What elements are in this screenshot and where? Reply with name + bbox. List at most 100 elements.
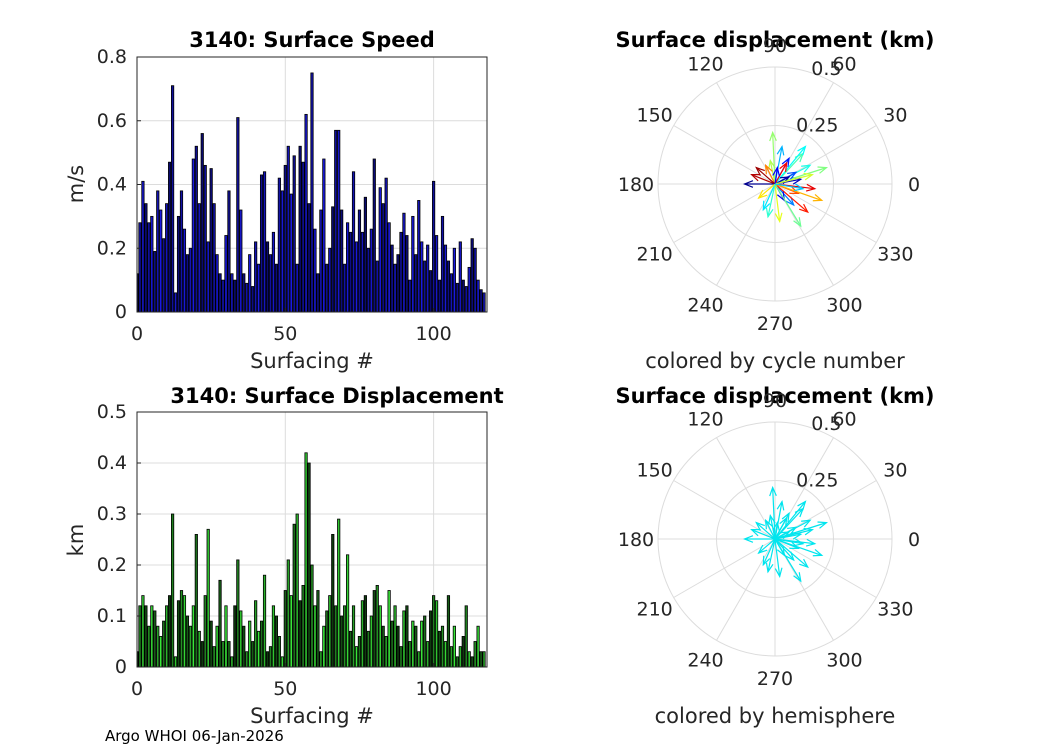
displacement-bar-87 <box>393 605 397 668</box>
speed-bar-40 <box>254 241 258 313</box>
displacement-bar-83 <box>381 625 385 668</box>
displacement-bar-73 <box>351 605 356 668</box>
displacement-ytick-label-2: 0.2 <box>97 554 127 576</box>
polar-hemisphere-angle-label-5: 150 <box>636 460 672 482</box>
polar-hemisphere-angle-label-9: 270 <box>757 668 793 690</box>
polar-hemisphere-arrow-25 <box>774 516 788 540</box>
displacement-ytick-label-1: 0.1 <box>97 605 127 627</box>
speed-bar-115 <box>476 279 480 313</box>
polar-hemisphere-arrow-26 <box>774 527 815 540</box>
polar-hemisphere-arrow-shaft-13 <box>765 520 776 540</box>
speed-bar-80 <box>372 158 376 313</box>
polar-cycle-arrow-shaft-23 <box>774 183 822 201</box>
displacement-bar-33 <box>233 605 237 668</box>
displacement-bar-67 <box>334 605 338 668</box>
polar-cycle-arrow-head-21 <box>793 217 802 228</box>
displacement-bar-27 <box>215 625 219 668</box>
displacement-bar-75 <box>357 636 362 668</box>
polar-hemisphere-arrow-21 <box>774 538 802 583</box>
displacement-bar-92 <box>408 641 412 668</box>
speed-bar-69 <box>340 209 344 313</box>
speed-bar-57 <box>304 113 308 313</box>
speed-bar-68 <box>337 129 341 313</box>
speed-ytick-label-2: 0.4 <box>97 174 127 196</box>
speed-bar-99 <box>429 270 433 313</box>
displacement-bar-34 <box>236 559 240 668</box>
displacement-bar-1 <box>138 605 142 668</box>
polar-cycle-arrow-25 <box>774 161 788 185</box>
speed-bar-93 <box>411 215 415 313</box>
displacement-bar-107 <box>452 625 456 668</box>
speed-ytick-label-0: 0 <box>115 301 127 323</box>
displacement-bar-13 <box>173 656 178 668</box>
polar-cycle-arrow-head-29 <box>794 183 805 192</box>
polar-cycle-ring-label-1: 0.5 <box>811 58 841 80</box>
polar-hemisphere-angle-label-10: 300 <box>826 649 862 671</box>
displacement-ytick-label-3: 0.3 <box>97 503 127 525</box>
polar-hemisphere-chart: Surface displacement (km) 0 30 60 90 120 150 1… <box>615 384 934 728</box>
displacement-bar-66 <box>331 534 335 668</box>
displacement-bar-42 <box>259 620 264 668</box>
polar-hemisphere-arrow-head-23 <box>812 549 824 557</box>
polar-cycle-arrow-shaft-3 <box>769 160 776 185</box>
speed-bar-112 <box>467 266 471 313</box>
displacement-bar-65 <box>328 595 332 668</box>
speed-bar-105 <box>446 260 451 313</box>
speed-bar-54 <box>295 263 299 313</box>
displacement-bar-45 <box>268 646 273 668</box>
displacement-bar-117 <box>482 651 486 668</box>
polar-cycle-arrow-1 <box>750 174 776 185</box>
speed-ylabel: m/s <box>64 165 88 203</box>
polar-cycle-arrow-29 <box>774 183 805 192</box>
displacement-bar-115 <box>476 625 480 668</box>
polar-cycle-arrow-shaft-27 <box>767 183 776 217</box>
displacement-bar-97 <box>423 615 427 668</box>
displacement-bar-46 <box>271 605 276 668</box>
displacement-bar-55 <box>298 600 302 668</box>
speed-bar-116 <box>479 289 483 313</box>
polar-hemisphere-angle-label-11: 330 <box>877 599 913 621</box>
displacement-bar-110 <box>461 636 465 668</box>
speed-bar-35 <box>239 209 243 313</box>
speed-bar-63 <box>322 158 326 313</box>
speed-bar-84 <box>384 177 388 313</box>
polar-hemisphere-arrow-15 <box>757 538 776 555</box>
speed-bar-8 <box>159 209 163 313</box>
speed-chart-title: 3140: Surface Speed <box>189 28 435 52</box>
displacement-bar-85 <box>387 590 391 668</box>
polar-hemisphere-arrow-shaft-26 <box>774 529 813 540</box>
displacement-bar-10 <box>165 605 169 668</box>
speed-bar-104 <box>443 244 448 313</box>
speed-bar-60 <box>313 228 317 313</box>
polar-cycle-arrow-shaft-17 <box>774 183 809 213</box>
speed-bar-59 <box>310 72 314 313</box>
displacement-bar-57 <box>304 452 308 668</box>
displacement-bar-109 <box>458 646 462 668</box>
speed-bar-89 <box>399 231 403 313</box>
displacement-bar-50 <box>283 590 287 668</box>
polar-cycle-angle-label-5: 150 <box>636 105 672 127</box>
polar-hemisphere-arrow-head-8 <box>776 499 785 511</box>
displacement-bar-84 <box>384 636 388 668</box>
polar-cycle-arrow-head-25 <box>779 161 788 172</box>
polar-hemisphere-arrow-shaft-23 <box>774 538 822 556</box>
polar-cycle-arrow-shaft-2 <box>774 183 795 206</box>
polar-hemisphere-arrow-shaft-3 <box>769 515 776 540</box>
displacement-bar-68 <box>337 518 341 668</box>
polar-hemisphere-arrow-shaft-22 <box>755 522 776 540</box>
polar-hemisphere-caption: colored by hemisphere <box>655 704 896 728</box>
polar-cycle-angle-label-4: 120 <box>687 54 723 76</box>
speed-bar-78 <box>366 247 370 313</box>
polar-cycle-arrow-head-26 <box>803 172 815 181</box>
displacement-bar-90 <box>402 610 406 668</box>
polar-cycle-arrow-shaft-26 <box>774 174 813 185</box>
displacement-bar-28 <box>218 579 222 668</box>
displacement-bar-69 <box>340 615 344 668</box>
displacement-bar-39 <box>251 641 255 668</box>
polar-hemisphere-angle-label-3: 90 <box>763 390 787 412</box>
polar-hemisphere-arrow-head-21 <box>793 572 802 583</box>
speed-bar-86 <box>390 244 394 313</box>
polar-cycle-arrow-head-27 <box>765 207 774 219</box>
polar-cycle-arrow-10 <box>742 180 775 188</box>
